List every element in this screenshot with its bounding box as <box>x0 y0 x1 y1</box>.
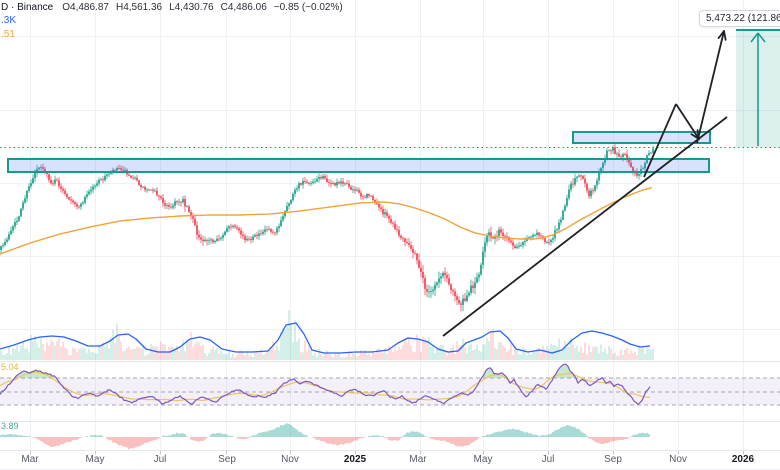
macd-value-label: 3.89 <box>1 421 19 431</box>
time-axis-label: Sep <box>218 454 236 465</box>
volume-ma-line <box>0 322 651 354</box>
rsi-line <box>0 363 651 405</box>
ohlc-legend[interactable]: D · Binance O4,486.87 H4,561.36 L4,430.76 C4… <box>1 2 350 40</box>
change-value: −0.85 (−0.02%) <box>273 2 343 13</box>
time-axis-label: Jul <box>541 454 555 465</box>
low-value: L4,430.76 <box>169 2 214 13</box>
symbol-row[interactable]: D · Binance O4,486.87 H4,561.36 L4,430.76 C4… <box>1 2 350 13</box>
close-value: C4,486.06 <box>220 2 267 13</box>
ma-line-orange <box>0 186 653 255</box>
open-value: O4,486.87 <box>62 2 109 13</box>
price-range-band[interactable] <box>736 29 780 147</box>
time-axis-label: 2025 <box>343 454 367 465</box>
time-axis-label: May <box>473 454 493 465</box>
macd-histogram <box>0 423 650 450</box>
time-axis-label: Mar <box>21 454 39 465</box>
time-axis-label: Nov <box>281 454 299 465</box>
grid-lines <box>0 0 780 451</box>
price-target-label[interactable]: 5,473.22 (121.86%) <box>699 10 780 27</box>
trendline[interactable] <box>442 116 728 337</box>
high-value: H4,561.36 <box>115 2 163 13</box>
volume-legend-row[interactable]: .3K <box>1 15 350 26</box>
time-axis-label: 2026 <box>731 454 755 465</box>
resistance-zone-upper[interactable] <box>572 131 711 144</box>
volume-bars <box>0 310 654 360</box>
volume-value: .3K <box>1 15 17 26</box>
time-axis[interactable]: Mar May Jul Sep Nov 2025 Mar May Jul Sep Nov 2026 <box>0 451 780 470</box>
arrow-up-icon <box>750 32 766 146</box>
resistance-zone-main[interactable] <box>7 158 710 173</box>
time-axis-label: Jul <box>153 454 167 465</box>
time-axis-label: Mar <box>409 454 427 465</box>
rsi-band <box>0 377 780 406</box>
time-axis-label: Nov <box>669 454 687 465</box>
symbol-label: D · Binance <box>1 2 54 13</box>
rsi-value-label: 5.04 <box>1 362 19 372</box>
time-axis-ticks <box>30 451 744 455</box>
ma-legend-row[interactable]: .51 <box>1 29 350 40</box>
time-axis-label: Sep <box>604 454 622 465</box>
ma-value: .51 <box>1 29 15 40</box>
candlesticks <box>0 142 654 312</box>
projection-arrows[interactable] <box>643 30 727 178</box>
time-axis-label: May <box>85 454 105 465</box>
